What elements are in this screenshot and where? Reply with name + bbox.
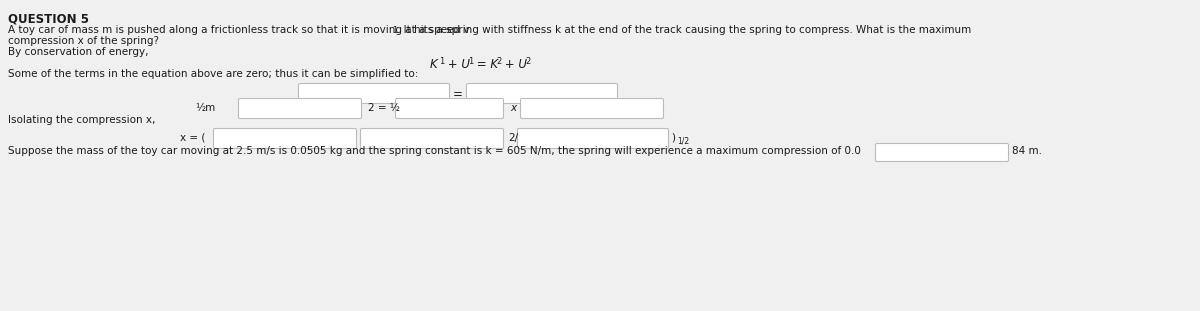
FancyBboxPatch shape [239,99,361,118]
Text: By conservation of energy,: By conservation of energy, [8,47,149,57]
Text: Isolating the compression x,: Isolating the compression x, [8,115,155,125]
FancyBboxPatch shape [396,99,504,118]
Text: Some of the terms in the equation above are zero; thus it can be simplified to:: Some of the terms in the equation above … [8,69,419,79]
FancyBboxPatch shape [876,143,1008,161]
Text: A toy car of mass m is pushed along a frictionless track so that it is moving at: A toy car of mass m is pushed along a fr… [8,25,469,35]
Text: 2/: 2/ [508,133,518,143]
FancyBboxPatch shape [517,128,668,148]
Text: 2 = ½: 2 = ½ [368,103,400,113]
Text: Suppose the mass of the toy car moving at 2.5 m/s is 0.0505 kg and the spring co: Suppose the mass of the toy car moving a… [8,146,860,156]
Text: 1: 1 [468,57,473,66]
Text: 1: 1 [392,26,397,35]
FancyBboxPatch shape [360,128,504,148]
Text: = K: = K [473,58,498,71]
Text: x: x [510,103,516,113]
FancyBboxPatch shape [467,83,618,104]
Text: 2: 2 [526,57,530,66]
Text: K: K [430,58,438,71]
Text: . It hits a spring with stiffness k at the end of the track causing the spring t: . It hits a spring with stiffness k at t… [397,25,971,35]
Text: ½m: ½m [194,103,215,113]
Text: 84 m.: 84 m. [1012,146,1042,156]
Text: QUESTION 5: QUESTION 5 [8,12,89,25]
Text: 1: 1 [439,57,444,66]
Text: compression x of the spring?: compression x of the spring? [8,36,158,46]
Text: + U: + U [444,58,470,71]
FancyBboxPatch shape [299,83,450,104]
Text: 1/2: 1/2 [677,136,689,145]
Text: =: = [454,89,463,101]
FancyBboxPatch shape [521,99,664,118]
Text: 2: 2 [496,57,502,66]
Text: + U: + U [502,58,527,71]
FancyBboxPatch shape [214,128,356,148]
Text: x = (: x = ( [180,133,205,143]
Text: ): ) [671,133,674,143]
